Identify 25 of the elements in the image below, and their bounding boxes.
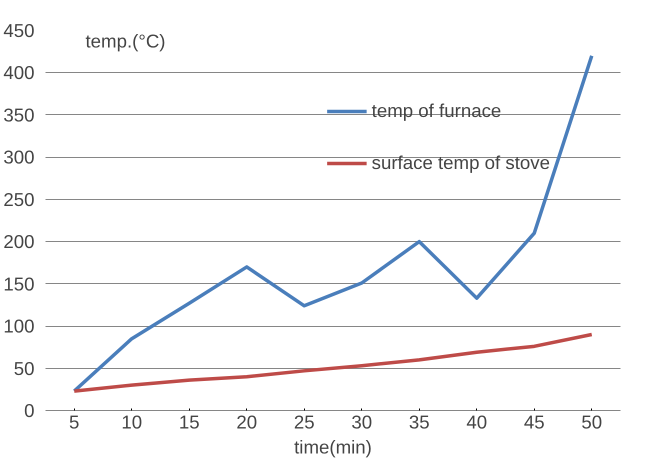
y-tick-label: 0 (24, 400, 35, 421)
x-tick-label: 15 (178, 412, 200, 432)
y-tick-label: 100 (3, 316, 35, 337)
y-tick-label: 400 (3, 62, 35, 84)
y-tick-label: 450 (3, 20, 35, 41)
line-series (72, 54, 594, 393)
y-tick-label: 50 (14, 358, 35, 379)
x-tick-label: 35 (408, 412, 430, 432)
line-series (72, 332, 594, 393)
x-tick-label: 30 (351, 412, 372, 432)
x-tick-label: 40 (466, 412, 488, 432)
y-tick-label: 300 (3, 146, 35, 168)
x-tick-label: 50 (581, 412, 602, 432)
x-tick-label: 45 (524, 412, 545, 432)
legend-label: surface temp of stove (372, 152, 550, 174)
x-tick-label: 10 (121, 412, 142, 432)
y-tick-label: 350 (3, 104, 35, 126)
x-tick-label: 25 (294, 412, 315, 432)
x-axis-title: time(min) (294, 436, 372, 458)
x-tick-label: 20 (236, 412, 258, 432)
y-tick-label: 200 (3, 231, 35, 252)
y-tick-label: 150 (3, 273, 35, 294)
y-axis-title: temp.(°C) (86, 30, 166, 52)
y-tick-label: 250 (3, 188, 35, 210)
x-tick-label: 5 (69, 412, 80, 432)
